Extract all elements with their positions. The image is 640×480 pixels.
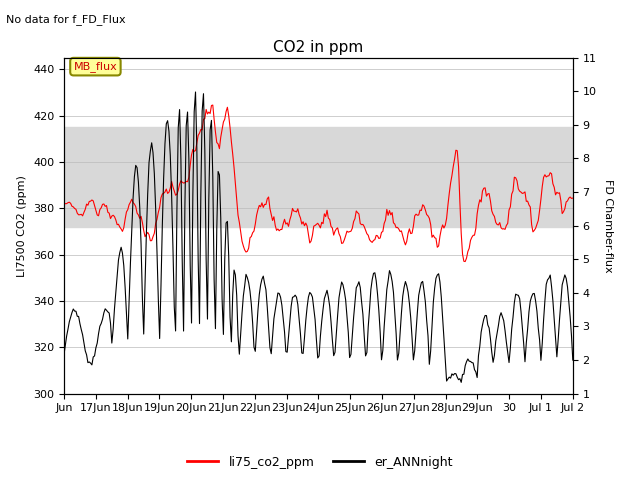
Y-axis label: LI7500 CO2 (ppm): LI7500 CO2 (ppm): [17, 175, 28, 276]
Title: CO2 in ppm: CO2 in ppm: [273, 40, 364, 55]
Text: MB_flux: MB_flux: [74, 61, 117, 72]
Bar: [64, 127, 573, 227]
Legend: li75_co2_ppm, er_ANNnight: li75_co2_ppm, er_ANNnight: [182, 451, 458, 474]
Y-axis label: FD Chamber-flux: FD Chamber-flux: [603, 179, 613, 273]
Text: No data for f_FD_Flux: No data for f_FD_Flux: [6, 14, 126, 25]
